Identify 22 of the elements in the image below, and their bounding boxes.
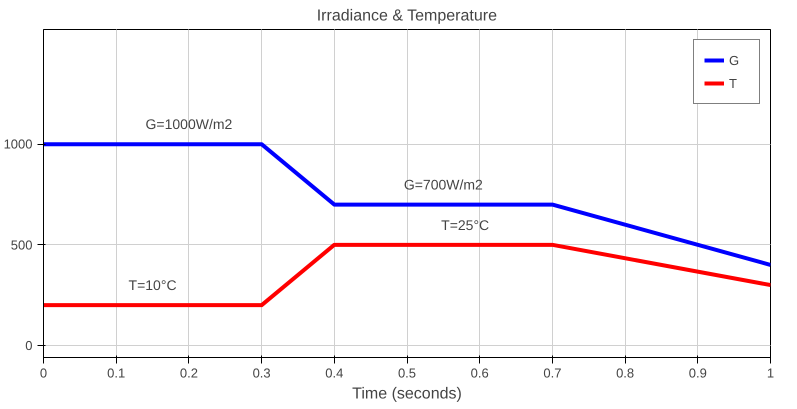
x-tick-label: 0.4 [325,366,344,380]
annotation: G=700W/m2 [404,176,484,193]
x-tick-label: 0.2 [180,366,198,380]
x-tick-label: 0.1 [107,366,126,380]
y-tick-label: 0 [25,338,33,353]
y-tick-label: 500 [10,237,33,252]
annotation: T=10°C [128,277,177,294]
x-tick-label: 0.6 [470,366,489,380]
x-tick-label: 0.9 [688,366,707,380]
y-tick-label: 1000 [4,136,32,152]
annotation: T=25°C [441,216,490,233]
legend-label: G [729,52,740,68]
x-tick-label: 0.3 [252,366,271,380]
x-axis-title: Time (seconds) [352,386,462,402]
x-tick-label: 0.7 [543,366,562,380]
x-tick-label: 1 [766,366,774,380]
x-tick-label: 0.5 [398,366,416,380]
x-tick-label: 0 [40,366,48,380]
x-tick-label: 0.8 [616,366,634,380]
legend-label: T [729,76,738,90]
chart-title: Irradiance & Temperature [316,8,498,24]
annotation: G=1000W/m2 [146,116,232,132]
